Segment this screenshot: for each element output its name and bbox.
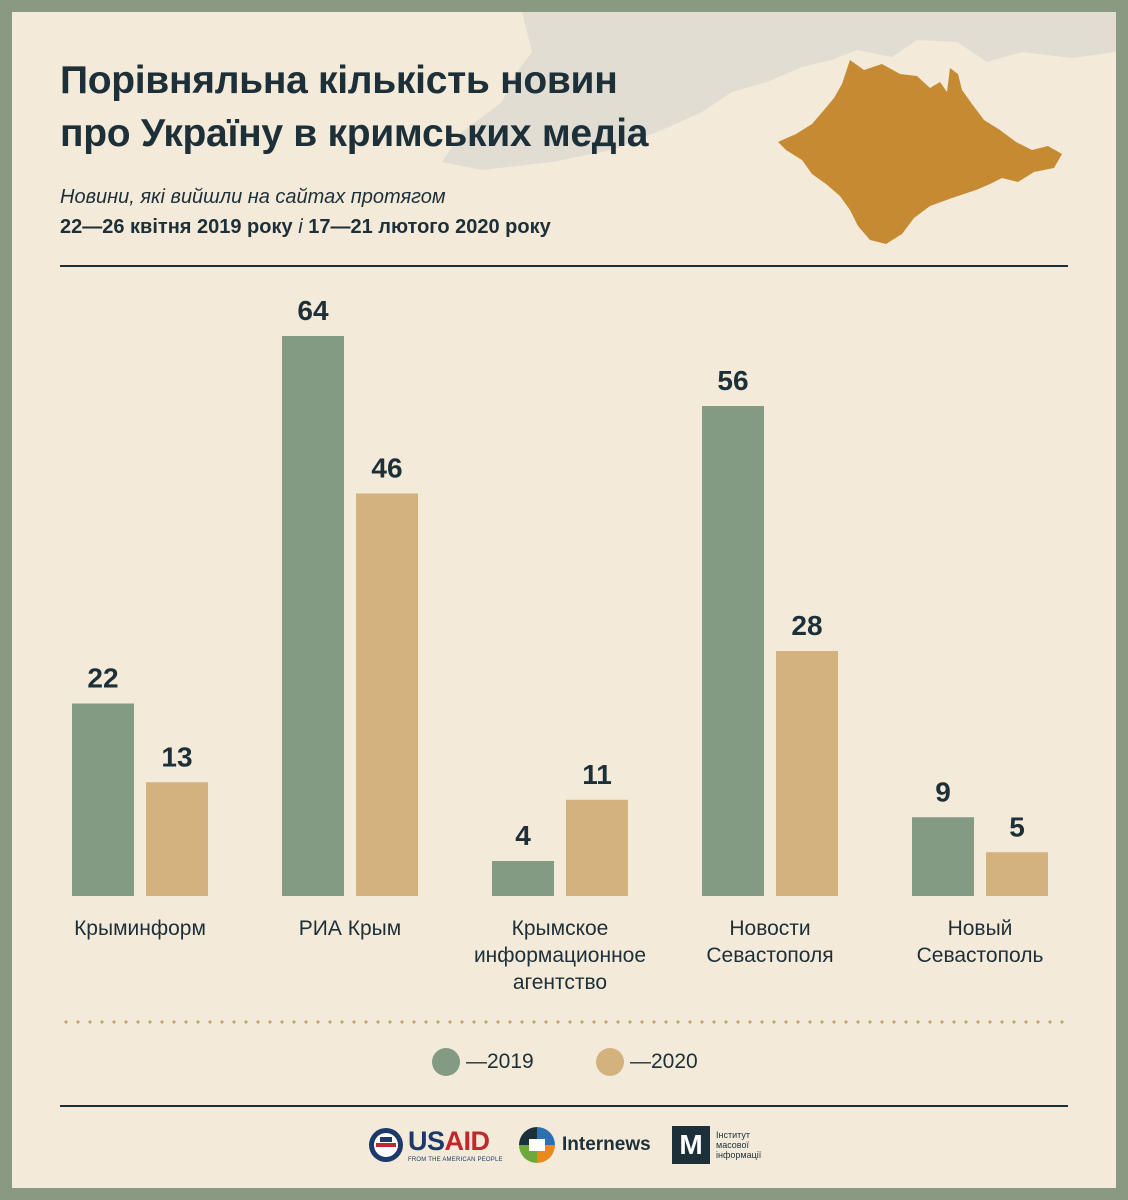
imi-name: Інститут масової інформації (716, 1130, 761, 1160)
crimea-peninsula (778, 60, 1062, 244)
bar-chart: 22 13 Крыминформ 64 46 РИА Крым 4 11 Крымское инф… (72, 295, 1048, 994)
imi-line-2: масової (716, 1140, 749, 1150)
data-label-2019-2: 4 (515, 820, 531, 851)
data-label-2020-2: 11 (582, 759, 612, 790)
bottom-divider (60, 1105, 1068, 1107)
data-label-2020-4: 5 (1009, 811, 1025, 842)
usaid-us: US (408, 1126, 445, 1156)
crimea-map (442, 12, 1116, 244)
data-label-2019-3: 56 (717, 365, 748, 396)
imi-line-3: інформації (716, 1150, 762, 1160)
bar-2019-2 (492, 861, 554, 896)
usaid-seal-icon (369, 1127, 403, 1162)
legend-swatch-2019 (432, 1048, 460, 1076)
imi-mark: М (672, 1126, 710, 1164)
category-label-1-line-0: РИА Крым (299, 917, 401, 940)
data-label-2020-3: 28 (791, 610, 822, 641)
title-line-2: про Україну в кримських медіа (60, 112, 649, 155)
legend-swatch-2020 (596, 1048, 624, 1076)
top-divider (60, 265, 1068, 267)
legend: —2019 —2020 (12, 1048, 1116, 1078)
usaid-tagline: FROM THE AMERICAN PEOPLE (408, 1157, 503, 1163)
bar-2020-3 (776, 651, 838, 896)
category-label-3-line-0: Новости (729, 917, 810, 940)
page-title: Порівняльна кількість новин про Україну … (60, 54, 700, 160)
usaid-logo: USAID FROM THE AMERICAN PEOPLE (368, 1126, 503, 1163)
category-label-0-line-0: Крыминформ (74, 917, 206, 940)
bar-2019-4 (912, 817, 974, 896)
legend-item-2019: —2019 (432, 1048, 534, 1076)
internews-name: Internews (562, 1134, 651, 1155)
legend-label-2020: —2020 (630, 1050, 698, 1073)
bar-2019-0 (72, 703, 134, 896)
category-label-4-line-1: Севастополь (917, 944, 1044, 967)
subtitle-period-2: 17—21 лютого 2020 року (308, 216, 551, 238)
bar-2019-1 (282, 336, 344, 896)
category-label-3-line-1: Севастополя (706, 944, 833, 967)
subtitle-separator: і (292, 216, 309, 238)
data-label-2019-1: 64 (297, 295, 329, 326)
bar-2020-0 (146, 782, 208, 896)
data-label-2020-1: 46 (371, 453, 402, 484)
category-label-2-line-1: информационное (474, 944, 646, 967)
mainland-silhouette (442, 12, 1116, 170)
legend-label-2019: —2019 (466, 1050, 534, 1073)
dotted-divider (60, 1020, 1068, 1024)
infographic-page: Порівняльна кількість новин про Україну … (12, 12, 1116, 1188)
bar-2019-3 (702, 406, 764, 896)
data-label-2019-0: 22 (87, 663, 118, 694)
data-label-2020-0: 13 (161, 741, 192, 772)
subtitle-period-1: 22—26 квітня 2019 року (60, 216, 293, 238)
subtitle: Новини, які вийшли на сайтах протягом 22… (60, 182, 760, 242)
category-label-4-line-0: Новый (948, 917, 1013, 940)
category-label-2-line-2: агентство (513, 971, 607, 994)
title-line-1: Порівняльна кількість новин (60, 59, 618, 102)
usaid-aid: AID (444, 1126, 491, 1156)
legend-item-2020: —2020 (596, 1048, 698, 1076)
partner-logos: USAID FROM THE AMERICAN PEOPLE Internews… (12, 1126, 1116, 1172)
category-label-2-line-0: Крымское (512, 917, 609, 940)
data-label-2019-4: 9 (935, 776, 951, 807)
bar-2020-1 (356, 493, 418, 896)
bar-2020-4 (986, 852, 1048, 896)
imi-logo: М Інститут масової інформації (672, 1126, 761, 1164)
subtitle-line-1: Новини, які вийшли на сайтах протягом (60, 186, 446, 208)
imi-line-1: Інститут (716, 1130, 750, 1140)
bar-2020-2 (566, 799, 628, 896)
internews-mark-icon (519, 1127, 555, 1163)
internews-logo: Internews (518, 1126, 651, 1164)
